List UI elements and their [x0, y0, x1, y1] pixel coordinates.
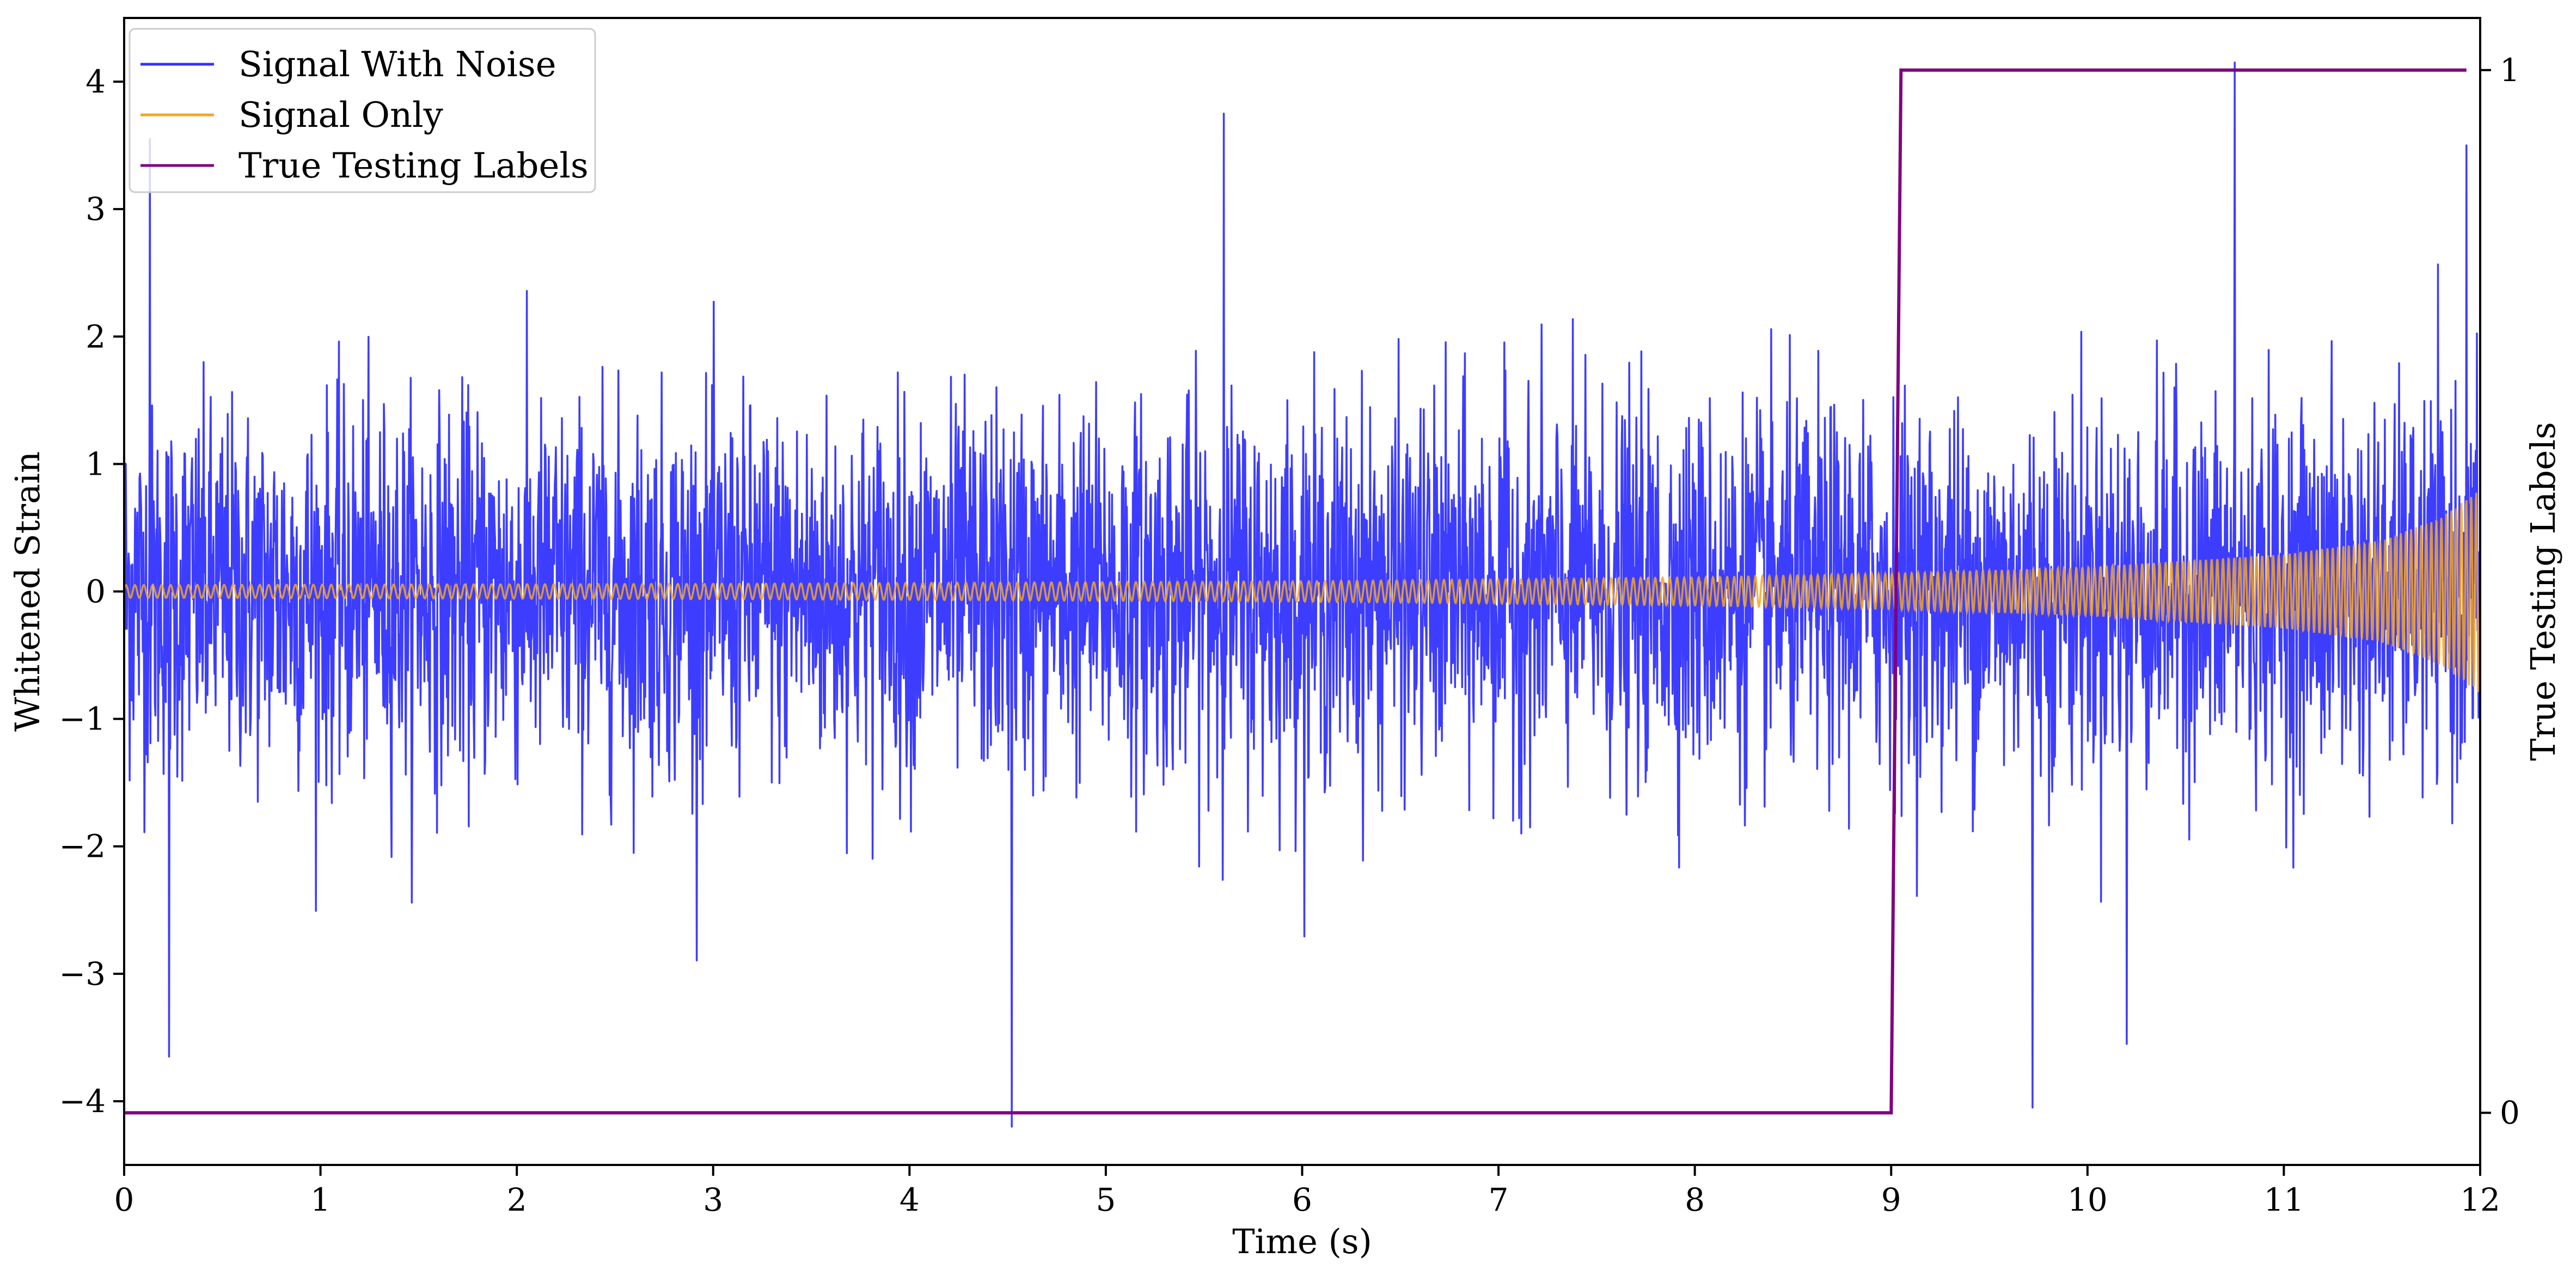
y-tick-label: 0: [85, 573, 106, 610]
x-tick-label: 5: [1096, 1181, 1116, 1218]
y-axis-left: −4 −3 −2 −1 0 1 2 3 4: [59, 63, 124, 1120]
y2-tick-label: 1: [2500, 52, 2520, 89]
x-tick-label: 12: [2460, 1181, 2500, 1218]
legend-label-true-testing-labels: True Testing Labels: [238, 146, 589, 186]
series-line-signal-only: [123, 492, 2481, 692]
y-tick-label: 4: [85, 63, 106, 100]
legend-label-signal-only: Signal Only: [238, 95, 443, 136]
y2-axis-label: True Testing Labels: [2523, 422, 2563, 761]
y-tick-label: 1: [85, 445, 106, 482]
x-tick-label: 4: [900, 1181, 920, 1218]
x-axis-label: Time (s): [1232, 1222, 1372, 1261]
y-tick-label: −1: [59, 701, 106, 738]
y-tick-label: −2: [59, 828, 106, 865]
legend: Signal With Noise Signal Only True Testi…: [129, 28, 596, 193]
x-tick-label: 11: [2264, 1181, 2304, 1218]
x-tick-label: 2: [507, 1181, 527, 1218]
y-tick-label: 3: [85, 191, 106, 228]
legend-label-signal-with-noise: Signal With Noise: [238, 45, 556, 85]
series-line-true-testing-labels: [124, 68, 2467, 1115]
x-tick-label: 7: [1489, 1181, 1509, 1218]
y-tick-label: 2: [85, 318, 106, 355]
x-tick-label: 8: [1685, 1181, 1705, 1218]
plot-area: [123, 62, 2481, 1128]
y-tick-label: −3: [59, 955, 106, 992]
y2-tick-label: 0: [2500, 1094, 2520, 1131]
x-tick-label: 6: [1292, 1181, 1312, 1218]
legend-box: [129, 28, 596, 193]
y-axis-right: 01: [2480, 52, 2520, 1131]
x-tick-label: 10: [2067, 1181, 2108, 1218]
series-line-signal-with-noise: [123, 62, 2481, 1128]
x-tick-label: 3: [703, 1181, 723, 1218]
x-tick-label: 1: [310, 1181, 331, 1218]
x-tick-label: 0: [114, 1181, 134, 1218]
y-tick-label: −4: [59, 1083, 106, 1120]
x-axis: 0 1 2 3 4 5 6 7 8 9 10 11 12: [114, 1165, 2500, 1218]
x-tick-label: 9: [1881, 1181, 1901, 1218]
y-axis-label: Whitened Strain: [8, 451, 47, 732]
